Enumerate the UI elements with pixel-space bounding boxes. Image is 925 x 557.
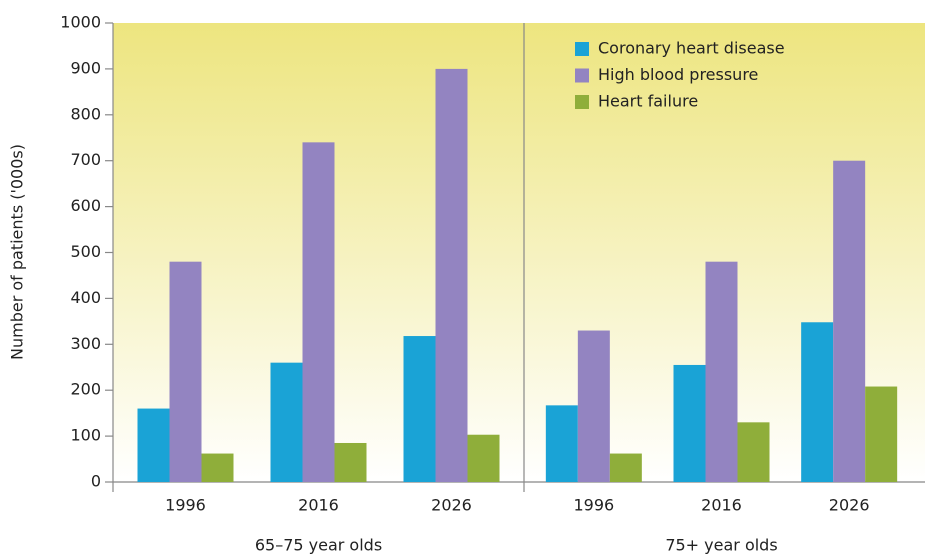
group-label: 65–75 year olds <box>255 536 382 555</box>
bar <box>169 261 202 482</box>
bar <box>545 405 578 482</box>
legend-label: High blood pressure <box>598 65 758 84</box>
y-tick-label: 100 <box>70 426 101 445</box>
y-tick-label: 500 <box>70 242 101 261</box>
bar <box>201 453 234 482</box>
bar <box>705 261 738 482</box>
x-tick-label: 2016 <box>298 496 339 515</box>
y-tick-label: 400 <box>70 288 101 307</box>
y-tick-label: 700 <box>70 150 101 169</box>
y-axis-label: Number of patients ('000s) <box>8 144 27 360</box>
bar <box>302 142 335 482</box>
legend-swatch <box>575 42 589 56</box>
bar <box>577 330 610 482</box>
bar <box>334 442 367 482</box>
bar <box>435 68 468 483</box>
bar <box>737 422 770 482</box>
y-tick-label: 300 <box>70 334 101 353</box>
bar <box>673 364 706 482</box>
legend-swatch <box>575 95 589 109</box>
x-tick-label: 1996 <box>573 496 614 515</box>
bar <box>467 434 500 482</box>
plot-background <box>113 23 925 482</box>
group-label: 75+ year olds <box>665 536 777 555</box>
x-tick-label: 2016 <box>701 496 742 515</box>
bar <box>833 160 866 482</box>
y-tick-label: 900 <box>70 58 101 77</box>
x-tick-label: 2026 <box>829 496 870 515</box>
legend-label: Heart failure <box>598 92 698 111</box>
y-tick-label: 200 <box>70 380 101 399</box>
bar <box>865 386 898 482</box>
x-tick-label: 2026 <box>431 496 472 515</box>
bar <box>137 408 170 482</box>
bar <box>403 336 436 482</box>
legend-label: Coronary heart disease <box>598 39 785 58</box>
y-tick-label: 1000 <box>60 13 101 32</box>
bar <box>270 362 303 482</box>
y-tick-label: 600 <box>70 196 101 215</box>
legend-swatch <box>575 68 589 83</box>
bar <box>609 453 642 482</box>
y-tick-label: 0 <box>91 472 101 491</box>
bar <box>801 322 834 482</box>
x-tick-label: 1996 <box>165 496 206 515</box>
y-tick-label: 800 <box>70 104 101 123</box>
